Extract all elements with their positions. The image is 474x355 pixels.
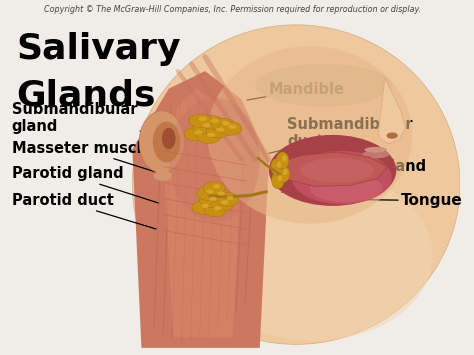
Ellipse shape: [199, 117, 207, 121]
Ellipse shape: [211, 118, 235, 132]
Ellipse shape: [216, 127, 224, 132]
Ellipse shape: [154, 170, 172, 181]
Ellipse shape: [310, 174, 383, 202]
Ellipse shape: [283, 169, 288, 175]
Text: Masseter muscle: Masseter muscle: [12, 141, 162, 174]
Ellipse shape: [227, 196, 234, 200]
Ellipse shape: [192, 120, 216, 134]
Ellipse shape: [132, 25, 460, 344]
Ellipse shape: [206, 190, 213, 194]
Ellipse shape: [217, 193, 239, 206]
Ellipse shape: [139, 111, 185, 173]
Ellipse shape: [228, 125, 237, 129]
Ellipse shape: [208, 189, 230, 202]
Ellipse shape: [201, 204, 209, 208]
Ellipse shape: [184, 127, 208, 141]
Polygon shape: [278, 152, 387, 186]
Text: Mandible: Mandible: [247, 82, 345, 100]
Ellipse shape: [197, 130, 220, 143]
Ellipse shape: [203, 181, 225, 195]
Ellipse shape: [271, 158, 283, 175]
Polygon shape: [132, 71, 269, 348]
Ellipse shape: [194, 130, 202, 135]
Ellipse shape: [255, 64, 392, 106]
Ellipse shape: [277, 162, 281, 168]
Ellipse shape: [162, 128, 175, 149]
Ellipse shape: [365, 147, 387, 153]
Ellipse shape: [189, 114, 212, 127]
Ellipse shape: [301, 158, 374, 183]
Ellipse shape: [362, 151, 390, 158]
Ellipse shape: [209, 197, 217, 201]
Ellipse shape: [208, 46, 412, 224]
Ellipse shape: [200, 194, 221, 207]
Ellipse shape: [213, 184, 220, 189]
Ellipse shape: [221, 200, 228, 204]
Ellipse shape: [292, 151, 392, 204]
Text: Parotid gland: Parotid gland: [12, 166, 159, 203]
Text: Sublingual gland: Sublingual gland: [282, 159, 426, 192]
Polygon shape: [378, 78, 405, 144]
Ellipse shape: [169, 98, 260, 222]
Ellipse shape: [386, 132, 398, 139]
Ellipse shape: [221, 121, 230, 125]
Ellipse shape: [153, 121, 180, 162]
Ellipse shape: [211, 197, 233, 211]
Ellipse shape: [206, 125, 230, 138]
Ellipse shape: [276, 152, 289, 169]
Ellipse shape: [214, 206, 221, 211]
Ellipse shape: [196, 170, 433, 341]
Ellipse shape: [202, 123, 210, 127]
Ellipse shape: [204, 203, 226, 217]
Text: Parotid duct: Parotid duct: [12, 193, 156, 229]
Polygon shape: [164, 89, 242, 337]
Ellipse shape: [272, 172, 284, 189]
Text: Copyright © The McGraw-Hill Companies, Inc. Permission required for reproduction: Copyright © The McGraw-Hill Companies, I…: [44, 5, 421, 14]
Ellipse shape: [277, 175, 282, 181]
Ellipse shape: [207, 133, 215, 137]
Ellipse shape: [269, 135, 396, 206]
Ellipse shape: [210, 119, 219, 123]
Ellipse shape: [201, 116, 224, 129]
Ellipse shape: [219, 122, 242, 135]
Text: Submandibular
gland: Submandibular gland: [12, 102, 169, 137]
Text: Tongue: Tongue: [351, 193, 463, 208]
Ellipse shape: [197, 187, 219, 200]
Text: Submandibular
duct: Submandibular duct: [269, 117, 412, 153]
Text: Glands: Glands: [16, 78, 156, 112]
Ellipse shape: [282, 155, 287, 162]
Ellipse shape: [218, 191, 225, 196]
Text: Salivary: Salivary: [16, 32, 181, 66]
Ellipse shape: [277, 165, 290, 182]
Ellipse shape: [192, 201, 214, 214]
